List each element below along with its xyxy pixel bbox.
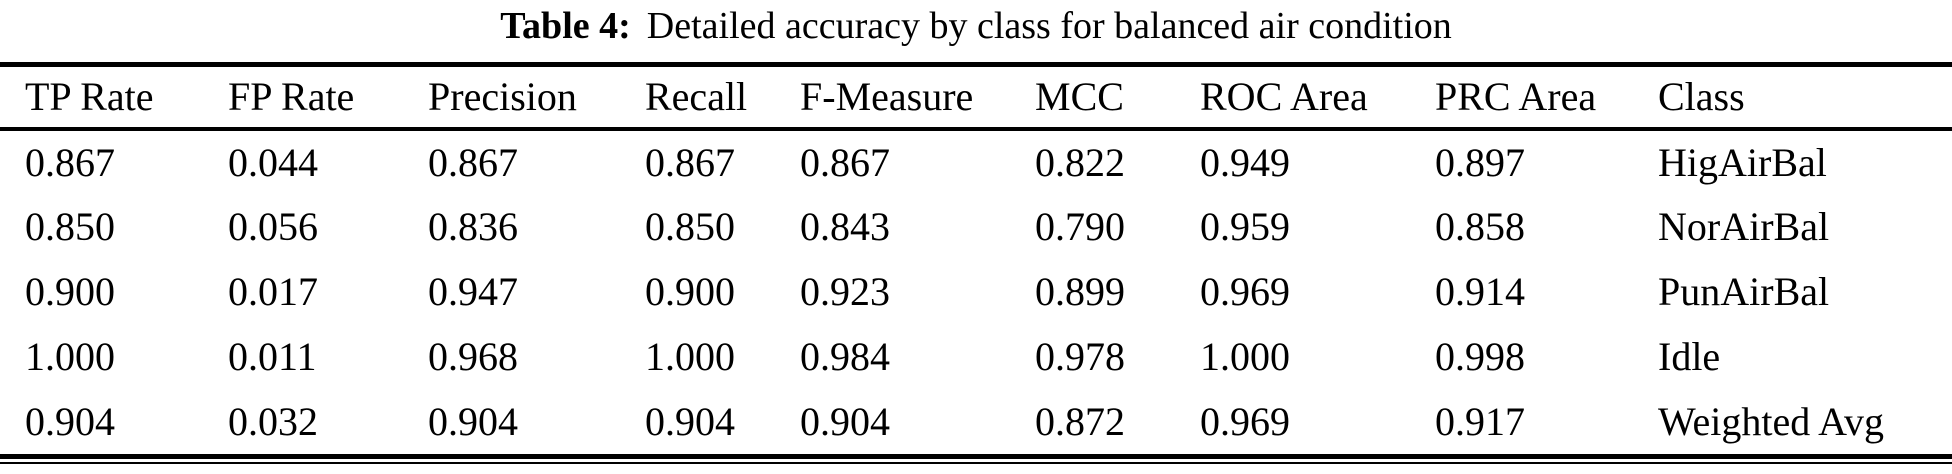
table-cell: 0.899 (1035, 268, 1125, 314)
class-cell: Idle (1658, 333, 1721, 379)
table-cell: 0.843 (800, 203, 890, 249)
table-cell: 0.867 (428, 139, 518, 185)
table-cell: 0.850 (25, 203, 115, 249)
table-cell: 0.900 (645, 268, 735, 314)
column-header-class: Class (1658, 64, 1952, 131)
table-cell: 0.968 (428, 333, 518, 379)
table-cell: 0.850 (645, 203, 735, 249)
table-caption-text: Detailed accuracy by class for balanced … (646, 5, 1452, 47)
table-cell: 0.978 (1035, 333, 1125, 379)
table-cell: 0.949 (1200, 139, 1290, 185)
table-row: 0.900 0.017 0.947 0.900 0.923 0.899 0.96… (0, 259, 1952, 324)
table-caption: Table 4: Detailed accuracy by class for b… (0, 0, 1952, 52)
table-cell: 0.923 (800, 268, 890, 314)
table-row: 0.904 0.032 0.904 0.904 0.904 0.872 0.96… (0, 389, 1952, 454)
table-cell: 0.011 (228, 333, 317, 379)
column-header-f-measure: F-Measure (800, 64, 1035, 131)
column-header-prc-area: PRC Area (1435, 64, 1658, 131)
table-cell: 0.858 (1435, 203, 1525, 249)
table-cell: 0.917 (1435, 398, 1525, 444)
class-cell: HigAirBal (1658, 139, 1827, 185)
column-header-precision: Precision (428, 64, 645, 131)
table-caption-label: Table 4: (500, 5, 631, 47)
table-cell: 0.959 (1200, 203, 1290, 249)
table-cell: 0.914 (1435, 268, 1525, 314)
table-cell: 1.000 (645, 333, 735, 379)
column-header-fp-rate: FP Rate (228, 64, 428, 131)
table-cell: 0.969 (1200, 268, 1290, 314)
table-cell: 0.790 (1035, 203, 1125, 249)
table-cell: 0.032 (228, 398, 318, 444)
table-cell: 1.000 (1200, 333, 1290, 379)
table-cell: 0.900 (25, 268, 115, 314)
table-cell: 0.056 (228, 203, 318, 249)
class-cell: Weighted Avg (1658, 398, 1884, 444)
table-cell: 0.904 (25, 398, 115, 444)
table-row: 0.867 0.044 0.867 0.867 0.867 0.822 0.94… (0, 129, 1952, 194)
column-header-mcc: MCC (1035, 64, 1200, 131)
table-cell: 1.000 (25, 333, 115, 379)
column-header-tp-rate: TP Rate (0, 64, 228, 131)
class-cell: NorAirBal (1658, 203, 1830, 249)
table-cell: 0.867 (800, 139, 890, 185)
table-cell: 0.044 (228, 139, 318, 185)
table-cell: 0.998 (1435, 333, 1525, 379)
table-cell: 0.867 (25, 139, 115, 185)
table-cell: 0.947 (428, 268, 518, 314)
table-cell: 0.836 (428, 203, 518, 249)
table-cell: 0.904 (800, 398, 890, 444)
table-cell: 0.904 (645, 398, 735, 444)
table-cell: 0.897 (1435, 139, 1525, 185)
table-row: 0.850 0.056 0.836 0.850 0.843 0.790 0.95… (0, 194, 1952, 259)
table-cell: 0.017 (228, 268, 318, 314)
column-header-roc-area: ROC Area (1200, 64, 1435, 131)
column-header-recall: Recall (645, 64, 800, 131)
table-bottom-rule (0, 453, 1952, 464)
table-cell: 0.867 (645, 139, 735, 185)
table-cell: 0.984 (800, 333, 890, 379)
table-cell: 0.904 (428, 398, 518, 444)
table-cell: 0.822 (1035, 139, 1125, 185)
table-cell: 0.969 (1200, 398, 1290, 444)
table-cell: 0.872 (1035, 398, 1125, 444)
header-row: TP Rate FP Rate Precision Recall F-Measu… (0, 64, 1952, 131)
accuracy-table: TP Rate FP Rate Precision Recall F-Measu… (0, 62, 1952, 454)
table-row: 1.000 0.011 0.968 1.000 0.984 0.978 1.00… (0, 324, 1952, 389)
class-cell: PunAirBal (1658, 268, 1830, 314)
